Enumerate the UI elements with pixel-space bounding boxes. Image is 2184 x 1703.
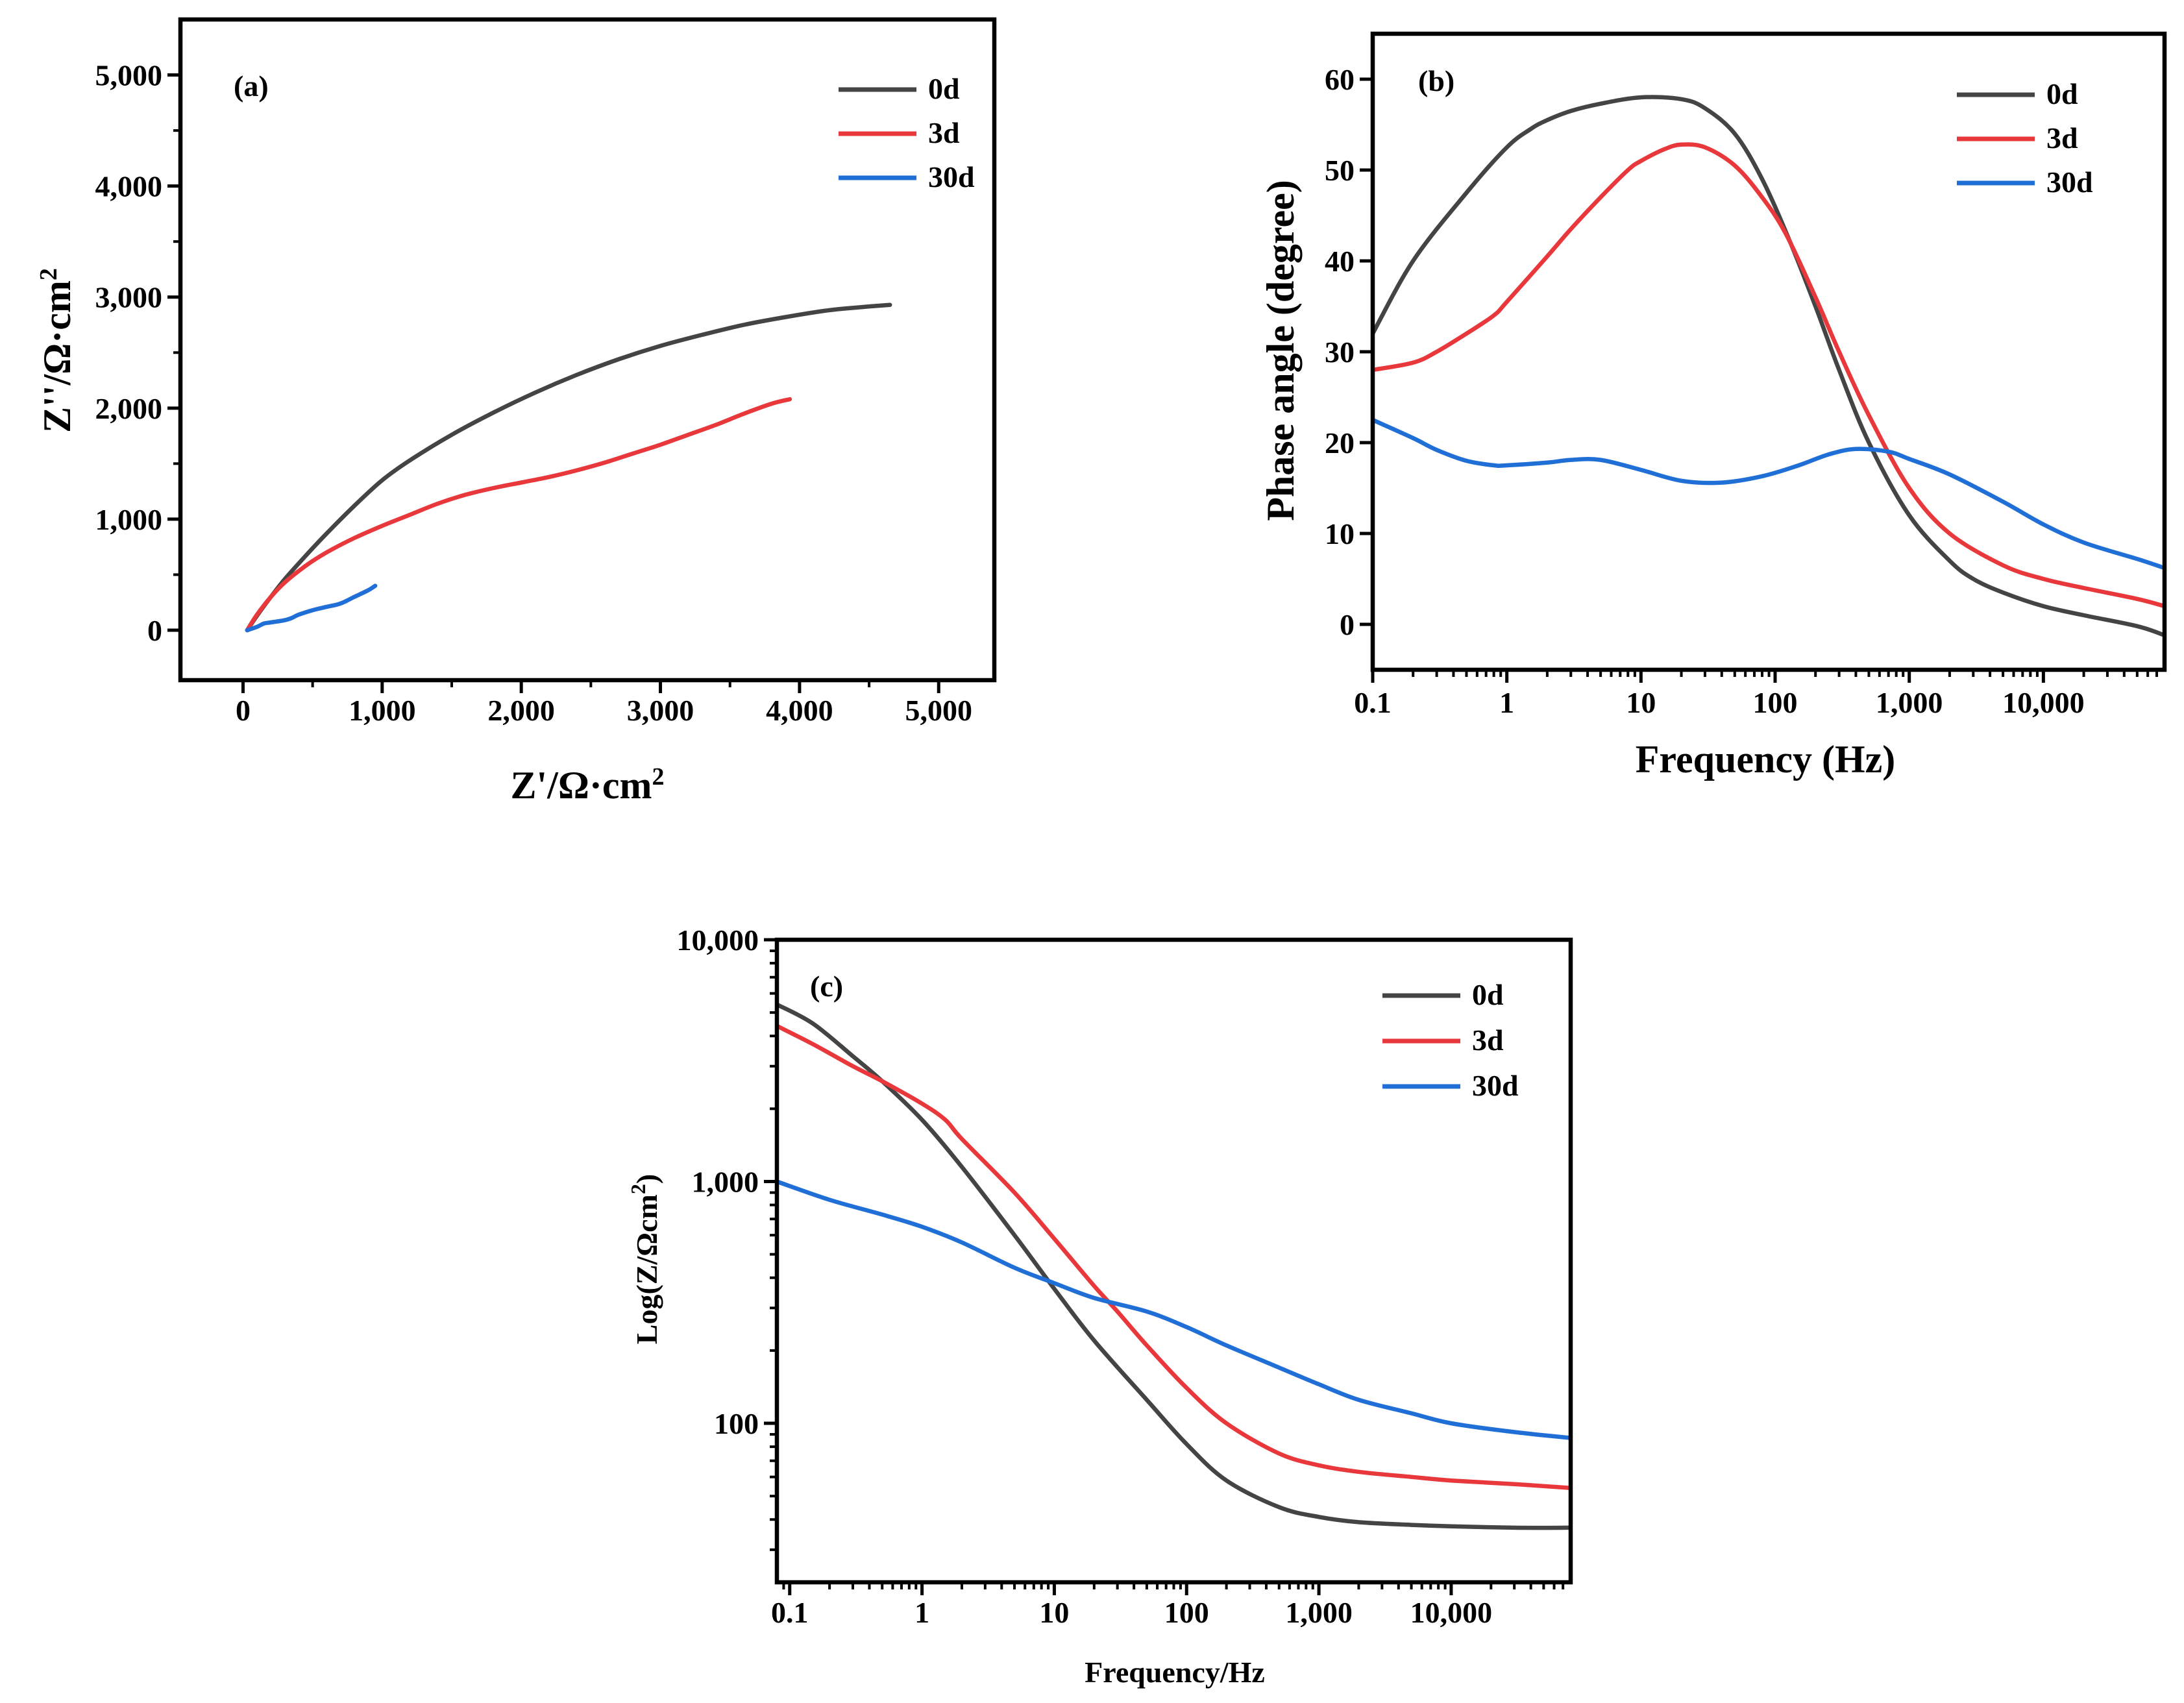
panel-b-y-tick-label: 10 bbox=[1325, 517, 1355, 550]
panel-c-y-tick-label: 10,000 bbox=[677, 924, 759, 957]
panel-c-x-tick-label: 10,000 bbox=[1410, 1596, 1493, 1629]
panel-c-x-tick-label: 100 bbox=[1164, 1596, 1209, 1629]
panel-b-series-3d bbox=[1373, 142, 2165, 609]
panel-a-x-tick-label: 0 bbox=[236, 694, 251, 727]
panel-b-series-0d bbox=[1373, 95, 2165, 638]
panel-b-x-tick-label: 100 bbox=[1753, 686, 1798, 719]
panel-c-x-tick-label: 1,000 bbox=[1285, 1596, 1353, 1629]
panel-a-legend-label-3d: 3d bbox=[928, 116, 960, 149]
panel-c-bode-modulus-plot: 0.1 1 10 100 1,000 10,000 100 1,000 10,000 (c) F… bbox=[626, 924, 1573, 1689]
panel-b-legend: 0d 3d 30d bbox=[1957, 77, 2093, 199]
panel-a-x-tick-label: 2,000 bbox=[487, 694, 555, 727]
panel-a-y-tick-label: 3,000 bbox=[95, 281, 163, 314]
panel-c-x-tick-label: 1 bbox=[914, 1596, 929, 1629]
panel-b-y-tick-label: 40 bbox=[1325, 245, 1355, 278]
panel-a-frame bbox=[178, 17, 997, 683]
panel-c-legend-label-0d: 0d bbox=[1472, 978, 1504, 1011]
panel-a-label: (a) bbox=[234, 69, 269, 103]
panel-a-nyquist-plot: 0 1,000 2,000 3,000 4,000 5,000 0 1,000 2,000 3,0… bbox=[35, 17, 997, 807]
panel-c-x-axis-label: Frequency/Hz bbox=[1085, 1656, 1265, 1689]
panel-b-y-tick-label: 50 bbox=[1325, 154, 1355, 187]
panel-b-x-tick-label: 1,000 bbox=[1876, 686, 1943, 719]
panel-b-x-tick-label: 10,000 bbox=[2002, 686, 2085, 719]
panel-a-x-tick-label: 5,000 bbox=[905, 694, 973, 727]
panel-b-y-tick-label: 30 bbox=[1325, 336, 1355, 369]
panel-b-legend-label-3d: 3d bbox=[2046, 121, 2078, 154]
panel-a-x-tick-label: 3,000 bbox=[627, 694, 694, 727]
panel-b-x-tick-label: 0.1 bbox=[1354, 686, 1392, 719]
panel-c-label: (c) bbox=[810, 970, 843, 1003]
panel-c-legend-label-3d: 3d bbox=[1472, 1023, 1504, 1057]
panel-a-series-30d bbox=[245, 583, 378, 633]
panel-c-x-tick-label: 0.1 bbox=[771, 1596, 809, 1629]
panel-b-series-30d bbox=[1373, 417, 2165, 570]
panel-b-x-axis-label: Frequency (Hz) bbox=[1636, 738, 1895, 781]
panel-b-x-tick-label: 10 bbox=[1626, 686, 1656, 719]
panel-c-series-0d bbox=[777, 1002, 1571, 1530]
panel-a-y-tick-label: 1,000 bbox=[95, 503, 163, 536]
panel-c-legend-label-30d: 30d bbox=[1472, 1069, 1519, 1102]
panel-c-series-30d bbox=[777, 1179, 1571, 1440]
panel-b-y-tick-label: 0 bbox=[1340, 608, 1355, 641]
panel-c-y-axis-label: Log(Z/Ωcm2) bbox=[626, 1174, 663, 1344]
panel-a-y-tick-label: 0 bbox=[147, 614, 162, 647]
panel-a-y-tick-label: 2,000 bbox=[95, 392, 163, 425]
panel-a-y-tick-label: 4,000 bbox=[95, 170, 163, 203]
panel-b-label: (b) bbox=[1418, 64, 1454, 97]
panel-b-frame bbox=[1370, 31, 2167, 672]
panel-a-legend-label-0d: 0d bbox=[928, 72, 960, 105]
panel-a-legend: 0d 3d 30d bbox=[839, 72, 975, 193]
panel-a-y-tick-label: 5,000 bbox=[95, 59, 163, 92]
panel-a-x-tick-label: 4,000 bbox=[766, 694, 833, 727]
panel-b-y-axis-label: Phase angle (degree) bbox=[1259, 180, 1302, 521]
panel-c-y-tick-label: 100 bbox=[714, 1407, 759, 1440]
panel-a-x-tick-label: 1,000 bbox=[349, 694, 416, 727]
panel-a-series-3d bbox=[245, 397, 792, 633]
panel-c-y-tick-label: 1,000 bbox=[692, 1166, 759, 1199]
panel-b-x-tick-label: 1 bbox=[1499, 686, 1514, 719]
panel-c-frame bbox=[774, 937, 1573, 1585]
panel-a-x-axis-label: Z'/Ω·cm2 bbox=[510, 763, 664, 807]
panel-b-y-tick-label: 60 bbox=[1325, 63, 1355, 96]
panel-c-x-tick-label: 10 bbox=[1039, 1596, 1069, 1629]
panel-b-legend-label-0d: 0d bbox=[2046, 77, 2078, 110]
panel-a-series-0d bbox=[245, 302, 892, 633]
panel-b-phase-angle-plot: 0.1 1 10 100 1,000 10,000 0 10 20 30 40 50 60 (b) Fr… bbox=[1259, 31, 2167, 781]
panel-b-legend-label-30d: 30d bbox=[2046, 165, 2093, 199]
panel-a-y-axis-label: Z''/Ω·cm2 bbox=[35, 268, 79, 433]
panel-c-series-3d bbox=[777, 1023, 1571, 1490]
panel-c-legend: 0d 3d 30d bbox=[1382, 978, 1519, 1102]
panel-b-y-tick-label: 20 bbox=[1325, 426, 1355, 459]
panel-a-legend-label-30d: 30d bbox=[928, 160, 975, 193]
